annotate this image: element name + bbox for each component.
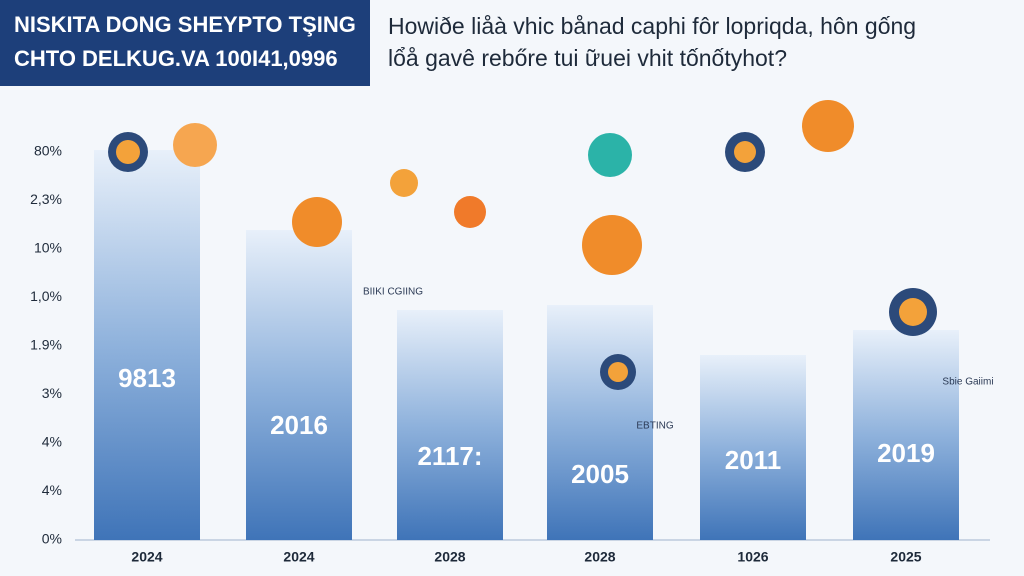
y-axis-label: 4% — [42, 434, 62, 450]
y-axis-label: 4% — [42, 482, 62, 498]
column-value-label: 2011 — [725, 445, 781, 475]
y-axis: 80% 2,3% 10% 1,0% 1.9% 3% 4% 4% 0% — [30, 143, 990, 547]
column-bar — [547, 305, 653, 540]
y-axis-label: 3% — [42, 385, 62, 401]
column-value-label: 2005 — [571, 459, 629, 489]
coin-icon — [899, 298, 927, 326]
column-value-label: 2016 — [270, 410, 328, 440]
y-axis-label: 2,3% — [30, 191, 62, 207]
column-year: 2024 — [283, 549, 314, 565]
column-bar — [94, 150, 200, 540]
coin-icon — [588, 133, 632, 177]
column-value-label: 9813 — [118, 363, 176, 393]
column-value-label: 2019 — [877, 438, 935, 468]
coin-icon — [173, 123, 217, 167]
y-axis-label: 10% — [34, 240, 62, 256]
coin-icon — [608, 362, 628, 382]
coin-icon — [734, 141, 756, 163]
coin-icon — [292, 197, 342, 247]
title-line: CHTO DELKUG.VA 100I41,0996 — [14, 46, 338, 71]
tag: BIIKI CGIING — [363, 287, 423, 298]
column-year: 2024 — [131, 549, 162, 565]
y-axis-label: 0% — [42, 531, 62, 547]
column-value-label: 2117: — [417, 441, 482, 471]
y-axis-label: 1,0% — [30, 288, 62, 304]
column-bar — [246, 230, 352, 540]
column-bar — [853, 330, 959, 540]
tag: EBTING — [636, 421, 673, 432]
column-year: 2028 — [584, 549, 615, 565]
title-box — [0, 0, 370, 86]
coin-icon — [116, 140, 140, 164]
coin-icon — [802, 100, 854, 152]
column-year: 1026 — [737, 549, 768, 565]
columns: 9813 2024 2016 2024 2117: 2028 2005 2028 2011 102… — [94, 150, 959, 565]
title-line: NISKITA DONG SHEYPTO TŞING — [14, 12, 356, 37]
column-bar — [700, 355, 806, 540]
coin-icon — [454, 196, 486, 228]
question-line: lổå gavê rebőre tui ữuei vhit tốnốtyhot? — [388, 45, 787, 71]
question-line: Howiðe liåà vhic bånad caphi fôr lopriqd… — [388, 13, 916, 39]
tag: Sbie Gaiimi — [942, 377, 993, 388]
y-axis-label: 80% — [34, 143, 62, 159]
column-year: 2025 — [890, 549, 921, 565]
coin-icon — [390, 169, 418, 197]
coin-icon — [582, 215, 642, 275]
y-axis-label: 1.9% — [30, 337, 62, 353]
column-year: 2028 — [434, 549, 465, 565]
column-bar — [397, 310, 503, 540]
